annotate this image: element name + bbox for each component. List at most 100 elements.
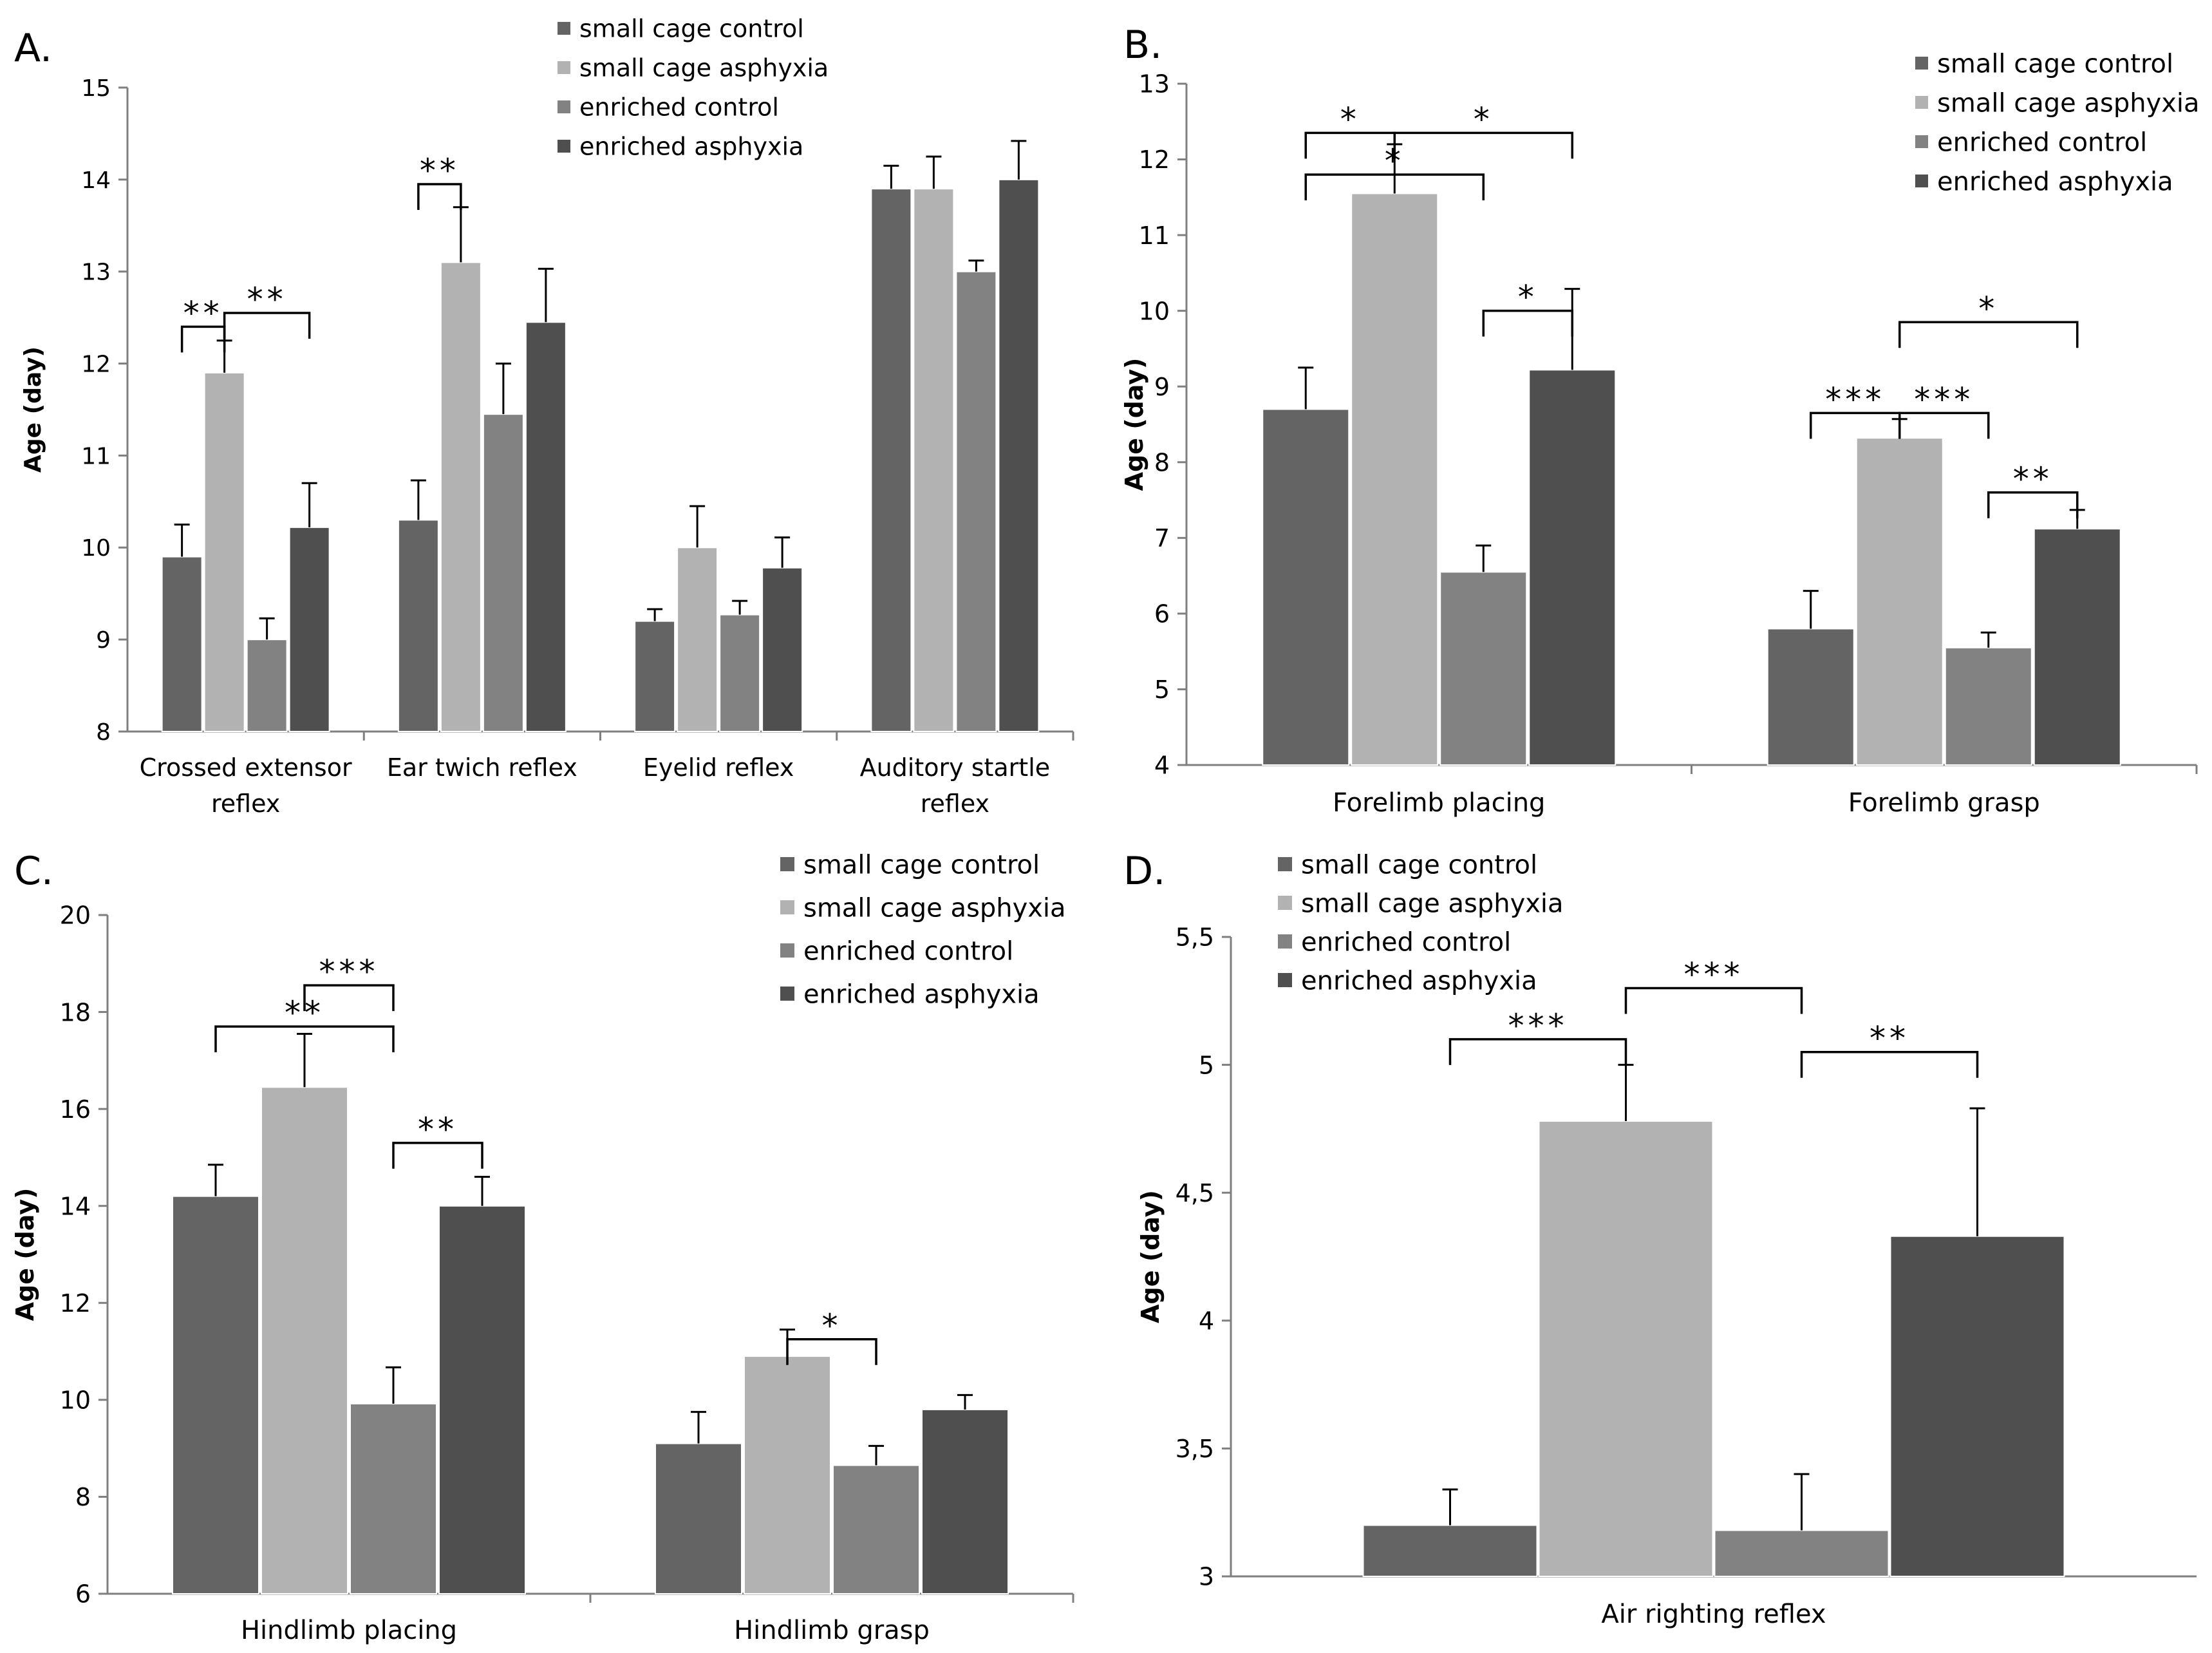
legend-label: enriched control: [1937, 128, 2147, 157]
significance-label: ***: [319, 953, 379, 990]
legend: small cage control small cage asphyxia enr…: [780, 850, 1066, 1009]
legend-swatch: [1278, 934, 1292, 949]
bar: [288, 526, 330, 732]
legend-swatch: [1278, 857, 1292, 871]
significance-label: **: [1870, 1020, 1909, 1057]
significance-bracket: [1987, 491, 2079, 518]
bar: [1767, 628, 1855, 766]
significance-label: **: [183, 294, 223, 332]
legend-label: enriched asphyxia: [1301, 966, 1537, 996]
y-tick-label: 6: [1154, 600, 1170, 628]
y-tick-label: 8: [1154, 448, 1170, 477]
y-tick-label: 4,5: [1176, 1179, 1214, 1207]
chart-panel-3: C. 6 8 10 12 14 16 18 20 Age (day) Hindlimb placin…: [11, 849, 1074, 1645]
significance-bracket: [786, 1338, 877, 1365]
x-category-label: Hindlimb grasp: [734, 1616, 930, 1645]
y-tick-label: 6: [75, 1580, 91, 1609]
significance-bracket: [1800, 1050, 1979, 1078]
y-tick-label: 3,5: [1176, 1435, 1214, 1463]
bar: [832, 1464, 920, 1595]
y-tick-label: 12: [1139, 146, 1170, 174]
y-tick-label: 12: [60, 1289, 91, 1318]
legend-label: small cage asphyxia: [579, 54, 829, 82]
bar: [955, 270, 997, 732]
chart-panel-2: B. 4 5 6 7 8 9 10 11 12 13 Age (day) Forelimb placin…: [1120, 23, 2200, 818]
bar: [1262, 408, 1350, 766]
bar: [246, 639, 288, 733]
legend-swatch: [558, 22, 570, 35]
bar: [1855, 437, 1944, 766]
y-tick-label: 14: [60, 1192, 91, 1220]
legend-swatch: [1915, 96, 1928, 109]
y-tick-label: 5,5: [1176, 923, 1214, 952]
y-tick-label: 16: [60, 1095, 91, 1124]
panel-label: D.: [1123, 849, 1165, 894]
significance-bracket: [1898, 321, 2079, 348]
legend-swatch: [558, 100, 570, 113]
bar: [482, 413, 524, 733]
significance-bracket: [223, 312, 311, 339]
bar: [655, 1442, 742, 1594]
legend-label: small cage asphyxia: [1937, 88, 2200, 118]
x-category-label: Ear twich reflex: [387, 753, 577, 782]
x-category-label: Auditory startle: [860, 753, 1051, 782]
bar: [1528, 369, 1617, 766]
significance-bracket: [1898, 411, 1990, 439]
bar: [350, 1403, 437, 1594]
y-tick-label: 8: [75, 1483, 91, 1511]
y-tick-label: 18: [60, 998, 91, 1026]
significance-label: *: [1474, 100, 1494, 138]
y-tick-label: 13: [1139, 70, 1170, 99]
bar: [1362, 1524, 1538, 1578]
panel-label: C.: [14, 849, 53, 894]
y-tick-label: 9: [1154, 373, 1170, 401]
x-category-label: Forelimb placing: [1333, 788, 1545, 818]
legend: small cage control small cage asphyxia enr…: [558, 15, 829, 161]
legend-label: small cage control: [1301, 850, 1537, 880]
x-category-label: Air righting reflex: [1601, 1600, 1826, 1629]
y-axis-title: Age (day): [1136, 1190, 1165, 1323]
x-category-label: Eyelid reflex: [643, 753, 794, 782]
significance-bracket: [1448, 1038, 1627, 1065]
bar: [1351, 193, 1439, 766]
legend-label: enriched control: [579, 93, 779, 122]
legend-label: small cage asphyxia: [1301, 889, 1564, 918]
legend-label: enriched asphyxia: [803, 979, 1040, 1009]
significance-label: ***: [1825, 381, 1885, 418]
legend: small cage control small cage asphyxia enr…: [1915, 49, 2200, 196]
legend-swatch: [1915, 57, 1928, 70]
legend-label: small cage control: [579, 15, 804, 43]
bar: [203, 372, 245, 732]
legend-label: small cage control: [1937, 49, 2173, 79]
bar: [1439, 571, 1528, 766]
bar: [440, 261, 482, 732]
bar: [744, 1355, 831, 1595]
legend-swatch: [1278, 896, 1292, 910]
panel-label: B.: [1123, 23, 1162, 68]
bar: [677, 547, 718, 732]
y-tick-label: 10: [1139, 297, 1170, 325]
bar: [261, 1086, 348, 1594]
y-tick-label: 11: [81, 443, 111, 469]
chart-panel-4: D. 3 3,5 4 4,5 5 5,5 Age (day) Air righting refl…: [1123, 849, 2197, 1629]
y-axis-title: Age (day): [11, 1188, 39, 1321]
significance-label: **: [420, 152, 460, 189]
legend-label: enriched asphyxia: [1937, 167, 2173, 196]
x-category-label: Crossed extensor: [140, 753, 352, 782]
x-category-label: reflex: [921, 789, 989, 818]
significance-label: *: [1518, 279, 1538, 316]
legend-swatch: [558, 61, 570, 74]
bar: [913, 188, 955, 732]
legend-swatch: [780, 987, 794, 1001]
bar: [1714, 1529, 1889, 1577]
y-tick-label: 4: [1199, 1307, 1214, 1335]
significance-bracket: [417, 183, 462, 210]
legend-label: enriched control: [1301, 927, 1511, 957]
legend-swatch: [780, 900, 794, 914]
y-tick-label: 9: [96, 627, 111, 654]
bar: [921, 1408, 1009, 1595]
x-category-label: Forelimb grasp: [1848, 788, 2040, 818]
significance-bracket: [303, 984, 395, 1012]
significance-label: **: [247, 281, 287, 318]
bar: [719, 614, 761, 732]
